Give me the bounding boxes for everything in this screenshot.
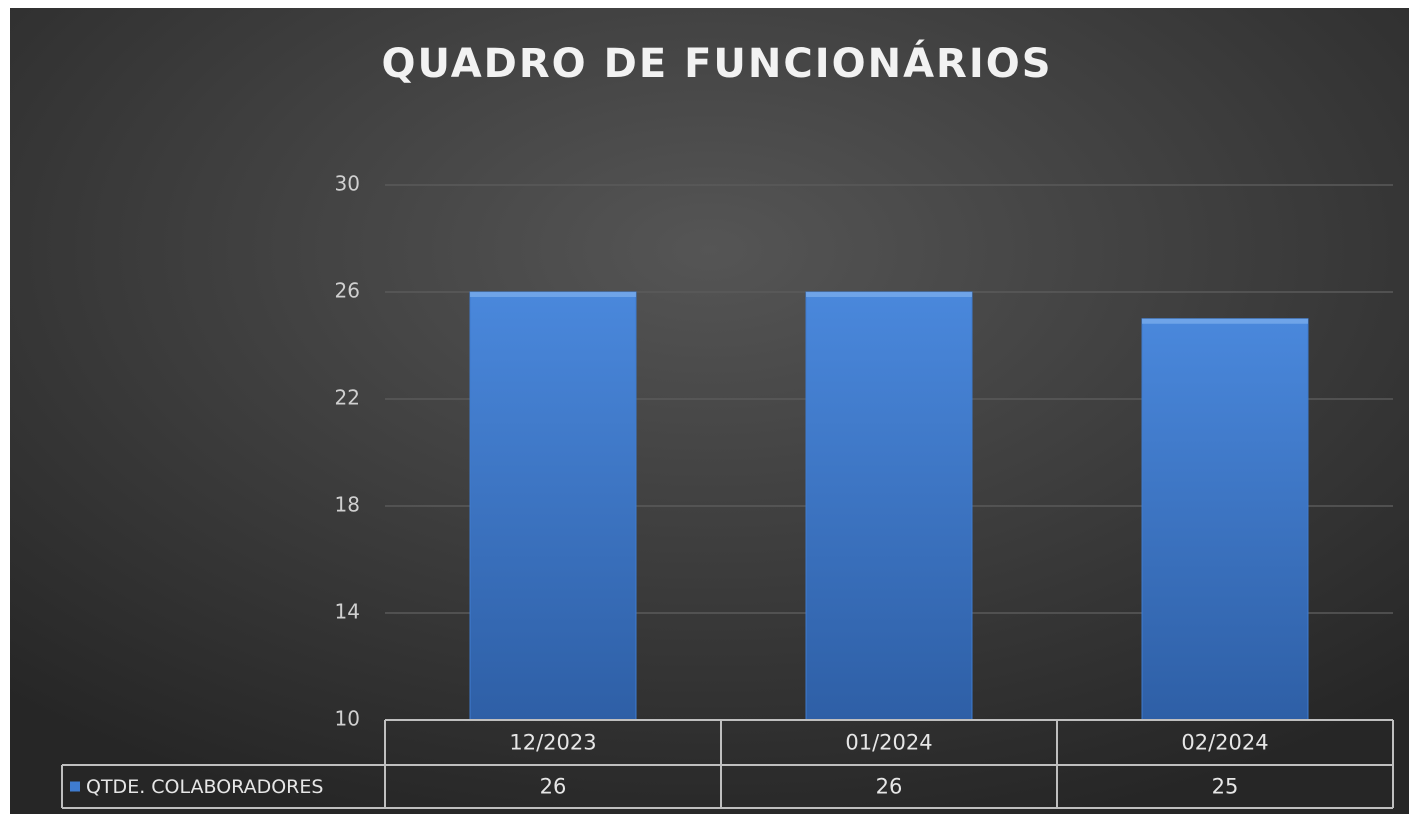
x-tick-label: 02/2024 [1181,731,1268,755]
table-value: 26 [876,775,903,799]
y-tick-label: 22 [335,386,360,410]
y-tick-label: 30 [335,172,360,196]
y-tick-label: 10 [335,707,360,731]
legend-label: QTDE. COLABORADORES [86,776,323,798]
bar-bevel [1142,318,1308,324]
x-tick-label: 01/2024 [845,731,932,755]
bar [805,291,973,721]
y-tick-label: 14 [335,600,360,624]
bar [469,291,637,721]
bar-bevel [806,292,972,297]
y-tick-label: 26 [335,279,360,303]
y-tick-label: 18 [335,493,360,517]
x-tick-label: 12/2023 [509,731,596,755]
table-value: 25 [1212,775,1239,799]
table-value: 26 [540,775,567,799]
legend-key [70,781,80,792]
bar-bevel [470,292,636,297]
bar [1141,318,1309,721]
chart-title: QUADRO DE FUNCIONÁRIOS [381,39,1052,87]
